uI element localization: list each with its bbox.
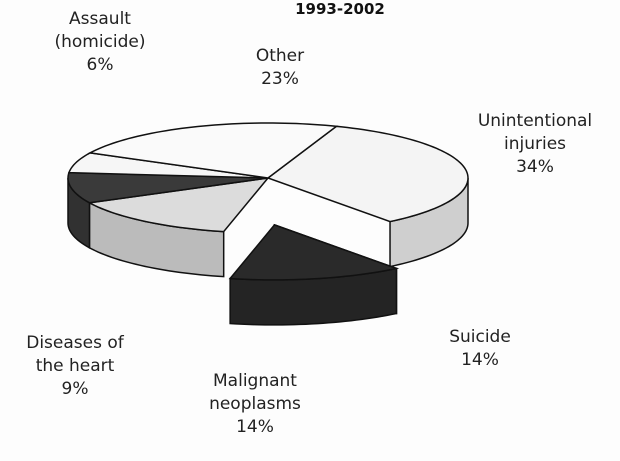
value-label: 9% <box>61 379 89 399</box>
category-label: Malignant neoplasms <box>209 371 301 414</box>
slice-label: Malignant neoplasms 14% <box>190 370 320 439</box>
value-label: 23% <box>261 69 299 89</box>
slice <box>87 176 270 233</box>
value-label: 14% <box>236 417 274 437</box>
category-label: Other <box>255 46 305 66</box>
slice <box>266 125 469 223</box>
slice <box>228 223 400 281</box>
slice-label: Assault (homicide) 6% <box>40 8 160 77</box>
category-label: Suicide <box>449 327 511 347</box>
slice-label: Diseases of the heart 9% <box>10 332 140 401</box>
slice-label: Suicide 14% <box>425 326 535 372</box>
category-label: Unintentional injuries <box>477 111 593 154</box>
slice <box>67 171 269 204</box>
slice <box>87 122 339 179</box>
value-label: 14% <box>461 350 499 370</box>
category-label: Assault (homicide) <box>54 9 146 52</box>
value-label: 34% <box>516 157 554 177</box>
chart-title: 1993-2002 <box>295 0 385 18</box>
slice-label: Other 23% <box>240 45 320 91</box>
category-label: Diseases of the heart <box>26 333 124 376</box>
value-label: 6% <box>86 55 114 75</box>
slice-label: Unintentional injuries 34% <box>450 110 620 179</box>
